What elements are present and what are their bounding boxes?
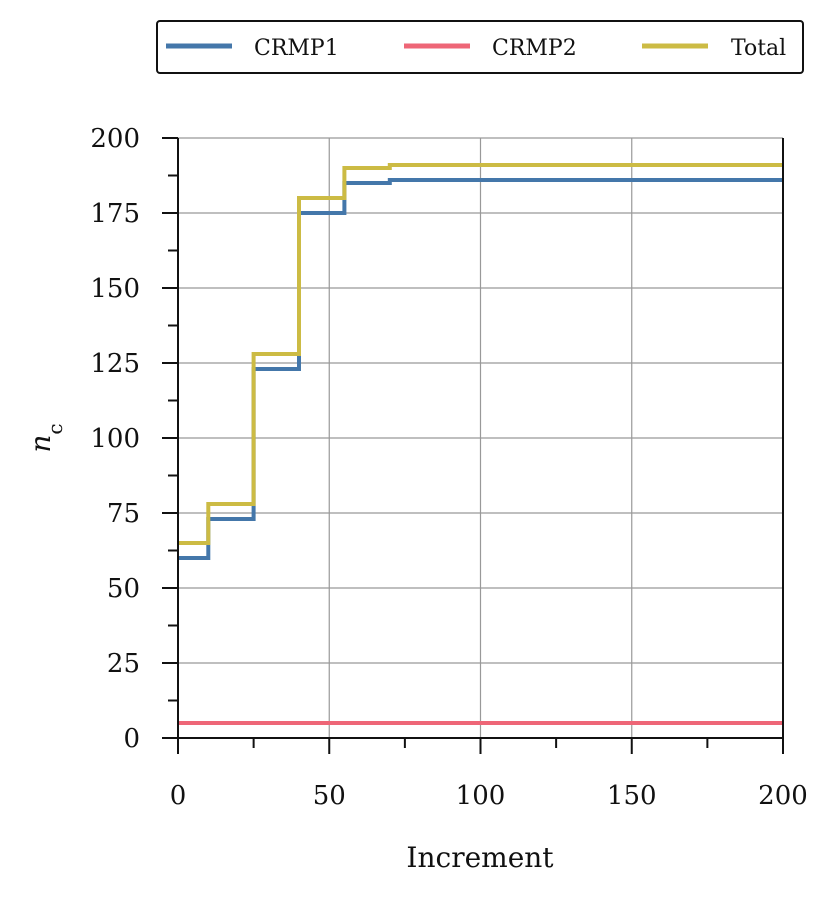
legend-label-crmp1: CRMP1: [254, 36, 339, 61]
y-axis-label-base: n: [24, 435, 57, 453]
legend-label-total: Total: [731, 36, 786, 61]
y-tick-label: 0: [123, 724, 140, 754]
legend: CRMP1 CRMP2 Total: [156, 20, 804, 74]
x-tick-label: 0: [170, 781, 187, 811]
y-tick-label: 25: [107, 649, 140, 679]
x-axis-label: Increment: [406, 841, 554, 874]
y-tick-label: 150: [90, 274, 140, 304]
y-axis-label-subscript: c: [43, 423, 67, 434]
series-layer: [178, 163, 783, 725]
y-tick-label: 125: [90, 349, 140, 379]
y-axis-label: nc: [24, 423, 67, 452]
x-tick-label: 50: [313, 781, 346, 811]
x-tick-label: 150: [607, 781, 657, 811]
x-tick-label: 200: [758, 781, 808, 811]
ticks: 0 50 100 150 200 0 25 50 75 100 125 150 175 200: [90, 124, 807, 811]
y-tick-label: 200: [90, 124, 140, 154]
y-tick-label: 100: [90, 424, 140, 454]
legend-label-crmp2: CRMP2: [492, 36, 577, 61]
y-tick-label: 50: [107, 574, 140, 604]
x-tick-label: 100: [456, 781, 506, 811]
y-tick-label: 75: [107, 499, 140, 529]
legend-box: [156, 20, 804, 74]
y-tick-label: 175: [90, 199, 140, 229]
series-line-total: [178, 163, 783, 545]
